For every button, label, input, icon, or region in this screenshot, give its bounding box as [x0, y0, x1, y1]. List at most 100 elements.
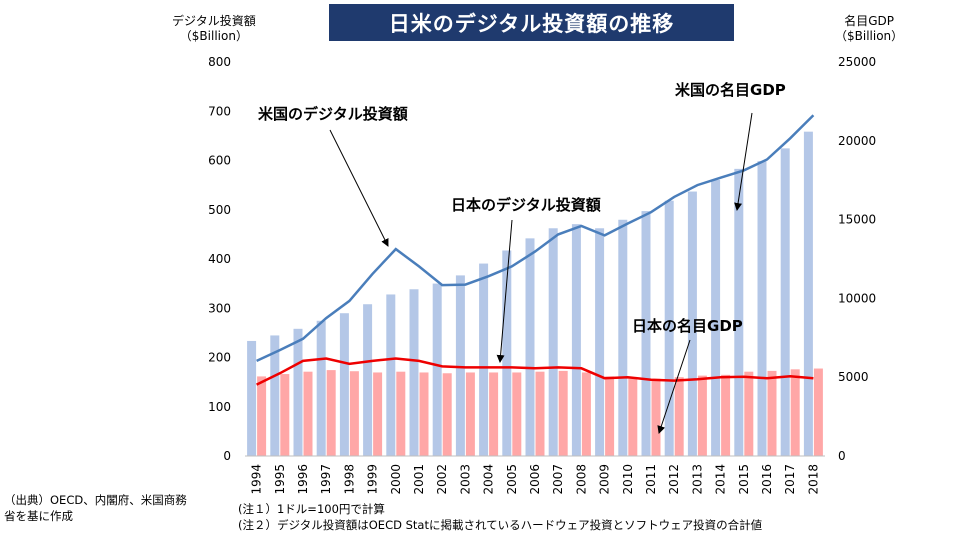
- us-gdp-bar: [432, 283, 442, 456]
- right-axis-tick-label: 0: [838, 449, 846, 463]
- jp-gdp-bar: [697, 375, 707, 456]
- x-axis-tick-label: 1995: [273, 464, 287, 495]
- x-axis-tick-label: 2009: [598, 464, 612, 495]
- us-gdp-bar: [687, 191, 697, 457]
- jp-gdp-bar: [581, 372, 591, 456]
- us-gdp-bar: [548, 228, 558, 456]
- us-gdp-bar: [525, 238, 535, 456]
- left-axis-tick-label: 400: [208, 252, 231, 266]
- x-axis-tick-label: 2008: [574, 464, 588, 495]
- jp-digital-investment-line: [256, 357, 814, 386]
- annotation-label: 日本の名目GDP: [632, 317, 743, 335]
- x-axis-tick-label: 2005: [505, 464, 519, 495]
- left-axis-tick-label: 600: [208, 154, 231, 168]
- right-axis-heading: 名目GDP （$Billion）: [835, 14, 903, 44]
- x-axis-tick-label: 2014: [714, 464, 728, 495]
- x-axis-tick-label: 2011: [644, 464, 658, 495]
- us-gdp-bar: [339, 313, 349, 456]
- x-axis-tick-label: 2010: [621, 464, 635, 495]
- left-axis-tick-label: 200: [208, 351, 231, 365]
- x-axis-tick-label: 2017: [783, 464, 797, 495]
- us-gdp-bar: [293, 328, 303, 456]
- x-axis-tick-label: 2007: [551, 464, 565, 495]
- us-gdp-bar: [641, 211, 651, 456]
- chart-title: 日米のデジタル投資額の推移: [388, 11, 675, 36]
- right-axis-tick-label: 25000: [838, 55, 876, 69]
- jp-gdp-bar: [257, 376, 267, 456]
- us-gdp-bar: [780, 148, 790, 456]
- us-gdp-bar: [502, 250, 512, 456]
- jp-gdp-bar: [744, 371, 754, 456]
- x-axis-tick-label: 2003: [458, 464, 472, 495]
- x-axis-tick-label: 1994: [250, 464, 264, 495]
- jp-gdp-bar: [813, 368, 823, 456]
- annotation-label: 米国の名目GDP: [675, 81, 786, 99]
- x-axis-tick-label: 1996: [296, 464, 310, 495]
- x-axis-tick-label: 1998: [342, 464, 356, 495]
- annotation-arrow: [734, 112, 753, 211]
- jp-gdp-bar: [651, 378, 661, 456]
- us-gdp-bar: [409, 289, 419, 456]
- us-gdp-bar: [711, 179, 721, 456]
- annotation-arrow: [496, 219, 513, 363]
- jp-gdp-bar: [605, 376, 615, 456]
- left-axis-tick-label: 700: [208, 104, 231, 118]
- source-note-line1: （出典）OECD、内閣府、米国商務: [4, 493, 187, 507]
- x-axis-tick-label: 1999: [366, 464, 380, 495]
- us-gdp-bar: [664, 200, 674, 456]
- jp-gdp-bar: [628, 377, 638, 456]
- annotation-arrow: [657, 339, 691, 434]
- jp-gdp-bar: [303, 371, 313, 456]
- us-gdp-bar: [363, 304, 373, 456]
- jp-gdp-bar: [535, 371, 545, 456]
- jp-gdp-bar: [419, 372, 429, 456]
- right-axis-heading-line2: （$Billion）: [835, 29, 904, 43]
- us-gdp-bar: [803, 131, 813, 457]
- chart-title-banner: 日米のデジタル投資額の推移: [329, 4, 734, 41]
- left-axis-heading: デジタル投資額 （$Billion）: [172, 14, 256, 44]
- x-axis-tick-label: 2018: [806, 464, 820, 495]
- annotation-label: 米国のデジタル投資額: [258, 105, 408, 123]
- us-gdp-bar: [270, 335, 280, 456]
- left-axis-heading-line1: デジタル投資額: [172, 14, 256, 28]
- jp-gdp-bar: [396, 371, 406, 456]
- us-gdp-bar: [734, 168, 744, 457]
- left-axis-tick-label: 300: [208, 301, 231, 315]
- jp-gdp-bar: [721, 374, 731, 456]
- left-axis-tick-label: 500: [208, 203, 231, 217]
- right-axis-tick-label: 5000: [838, 370, 869, 384]
- jp-gdp-bar: [489, 372, 499, 456]
- us-gdp-bar: [595, 228, 605, 456]
- us-gdp-bar: [247, 340, 257, 456]
- us-gdp-bar: [571, 224, 581, 456]
- jp-gdp-bar: [373, 372, 383, 456]
- jp-gdp-bar: [349, 371, 359, 456]
- x-axis-tick-label: 2000: [389, 464, 403, 495]
- jp-gdp-bar: [767, 370, 777, 456]
- source-note: （出典）OECD、内閣府、米国商務 省を基に作成: [4, 492, 187, 524]
- annotation-label: 日本のデジタル投資額: [451, 196, 601, 214]
- x-axis-tick-label: 2012: [667, 464, 681, 495]
- jp-gdp-bar: [790, 369, 800, 456]
- footnote-2: (注２）デジタル投資額はOECD Statに掲載されているハードウェア投資とソフ…: [238, 518, 763, 532]
- jp-gdp-bar: [442, 373, 452, 456]
- us-gdp-bar: [757, 161, 767, 456]
- us-gdp-bar: [455, 275, 465, 456]
- jp-gdp-bar: [326, 370, 336, 456]
- us-gdp-bar: [618, 219, 628, 456]
- x-axis-tick-label: 2001: [412, 464, 426, 495]
- left-axis-tick-label: 0: [223, 449, 231, 463]
- jp-gdp-bar: [558, 370, 568, 456]
- annotation-arrow: [329, 129, 389, 247]
- right-axis-tick-label: 10000: [838, 291, 876, 305]
- jp-gdp-bar: [512, 372, 522, 456]
- x-axis-tick-label: 2004: [482, 464, 496, 495]
- right-axis-tick-label: 20000: [838, 134, 876, 148]
- jp-gdp-bar: [465, 372, 475, 456]
- x-axis-tick-label: 1997: [319, 464, 333, 495]
- x-axis-tick-label: 2013: [690, 464, 704, 495]
- right-axis-tick-label: 15000: [838, 213, 876, 227]
- source-note-line2: 省を基に作成: [4, 509, 73, 523]
- right-axis-heading-line1: 名目GDP: [844, 14, 894, 28]
- left-axis-tick-label: 800: [208, 55, 231, 69]
